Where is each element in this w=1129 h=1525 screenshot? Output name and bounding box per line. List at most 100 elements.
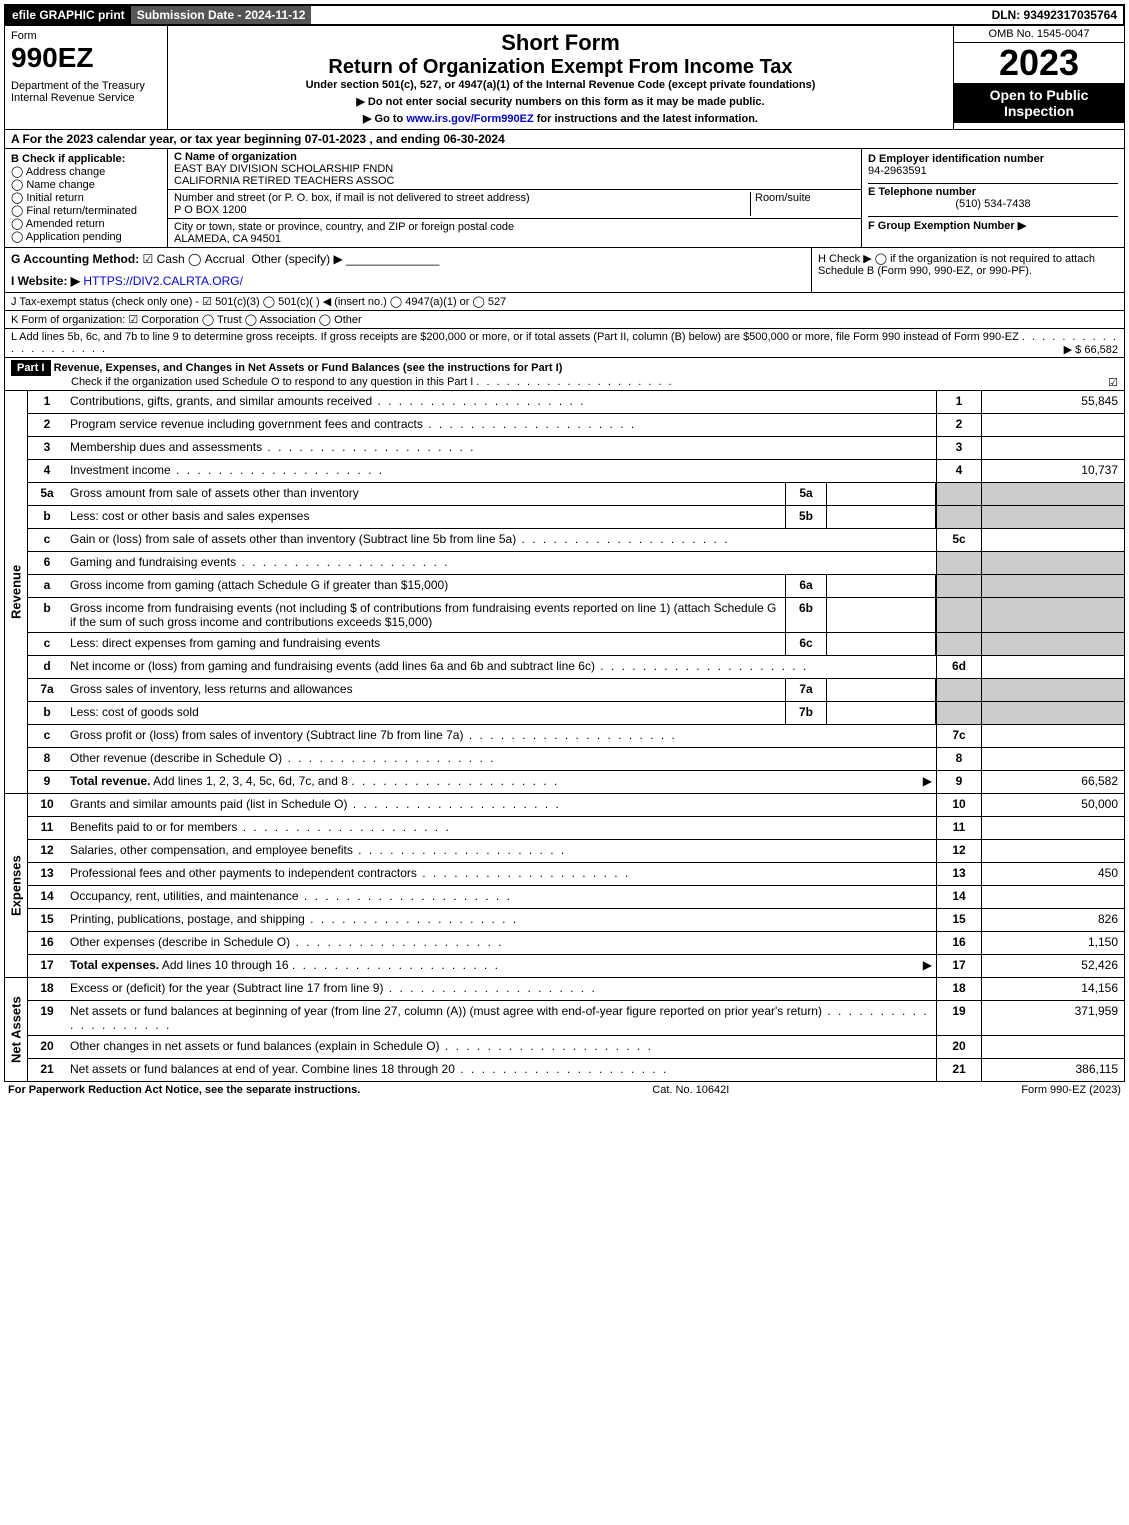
table-row: 9Total revenue. Add lines 1, 2, 3, 4, 5c… <box>28 771 1124 793</box>
line-ref: 13 <box>936 863 981 885</box>
line-value: 371,959 <box>981 1001 1124 1035</box>
l-amount: ▶ $ 66,582 <box>1064 343 1118 356</box>
instr2-pre: ▶ Go to <box>363 113 406 125</box>
table-row: 21Net assets or fund balances at end of … <box>28 1059 1124 1081</box>
b-option: ◯ Amended return <box>11 217 161 230</box>
line-number: 19 <box>28 1001 66 1035</box>
line-description: Less: direct expenses from gaming and fu… <box>66 633 785 655</box>
omb-number: OMB No. 1545-0047 <box>954 26 1124 43</box>
line-value: 66,582 <box>981 771 1124 793</box>
line-description: Total revenue. Add lines 1, 2, 3, 4, 5c,… <box>66 771 936 793</box>
cash-check: ☑ <box>143 252 157 266</box>
footer-mid: Cat. No. 10642I <box>652 1084 729 1096</box>
submission-date: Submission Date - 2024-11-12 <box>131 6 312 24</box>
gh-row: G Accounting Method: ☑ Cash ◯ Accrual Ot… <box>4 248 1125 293</box>
line-number: 4 <box>28 460 66 482</box>
street-value: P O BOX 1200 <box>174 204 750 216</box>
line-description: Net assets or fund balances at end of ye… <box>66 1059 936 1081</box>
line-number: c <box>28 633 66 655</box>
table-row: 16Other expenses (describe in Schedule O… <box>28 932 1124 955</box>
line-number: 5a <box>28 483 66 505</box>
line-description: Professional fees and other payments to … <box>66 863 936 885</box>
table-row: cGain or (loss) from sale of assets othe… <box>28 529 1124 552</box>
accrual-check: ◯ <box>188 252 205 266</box>
part1-check-text: Check if the organization used Schedule … <box>71 376 473 388</box>
line-description: Investment income <box>66 460 936 482</box>
part1-checkmark: ☑ <box>1108 376 1118 389</box>
line-number: b <box>28 702 66 724</box>
line-description: Benefits paid to or for members <box>66 817 936 839</box>
b-option: ◯ Application pending <box>11 230 161 243</box>
table-row: dNet income or (loss) from gaming and fu… <box>28 656 1124 679</box>
line-description: Gross income from fundraising events (no… <box>66 598 785 632</box>
table-row: 17Total expenses. Add lines 10 through 1… <box>28 955 1124 977</box>
form-header: Form 990EZ Department of the Treasury In… <box>4 26 1125 130</box>
org-name-2: CALIFORNIA RETIRED TEACHERS ASSOC <box>174 175 855 187</box>
cash-label: Cash <box>157 252 185 266</box>
sub-line-value <box>827 575 936 597</box>
phone-value: (510) 534-7438 <box>868 198 1118 210</box>
line-value <box>981 840 1124 862</box>
line-ref: 6d <box>936 656 981 678</box>
table-row: 18Excess or (deficit) for the year (Subt… <box>28 978 1124 1001</box>
row-l: L Add lines 5b, 6c, and 7b to line 9 to … <box>4 329 1125 358</box>
form-label: Form <box>11 30 161 42</box>
sub-line-value <box>827 633 936 655</box>
line-ref-shaded <box>936 633 981 655</box>
line-description: Gross amount from sale of assets other t… <box>66 483 785 505</box>
line-ref: 14 <box>936 886 981 908</box>
sub-line-label: 5b <box>785 506 827 528</box>
netassets-side-label: Net Assets <box>5 978 28 1081</box>
row-a: A For the 2023 calendar year, or tax yea… <box>4 130 1125 149</box>
sub-line-value <box>827 702 936 724</box>
instr2-post: for instructions and the latest informat… <box>534 113 758 125</box>
table-row: aGross income from gaming (attach Schedu… <box>28 575 1124 598</box>
line-value-shaded <box>981 506 1124 528</box>
line-ref: 3 <box>936 437 981 459</box>
h-text: H Check ▶ ◯ if the organization is not r… <box>811 248 1124 292</box>
col-c: C Name of organization EAST BAY DIVISION… <box>168 149 862 247</box>
line-number: 6 <box>28 552 66 574</box>
sub-line-value <box>827 598 936 632</box>
line-ref: 5c <box>936 529 981 551</box>
line-value-shaded <box>981 633 1124 655</box>
line-number: 21 <box>28 1059 66 1081</box>
sub-line-label: 6b <box>785 598 827 632</box>
line-description: Gross profit or (loss) from sales of inv… <box>66 725 936 747</box>
sub-line-label: 6a <box>785 575 827 597</box>
line-number: c <box>28 529 66 551</box>
table-row: 14Occupancy, rent, utilities, and mainte… <box>28 886 1124 909</box>
table-row: 1Contributions, gifts, grants, and simil… <box>28 391 1124 414</box>
line-value <box>981 725 1124 747</box>
line-description: Other revenue (describe in Schedule O) <box>66 748 936 770</box>
line-ref: 16 <box>936 932 981 954</box>
table-row: 10Grants and similar amounts paid (list … <box>28 794 1124 817</box>
footer-left: For Paperwork Reduction Act Notice, see … <box>8 1084 360 1096</box>
line-ref: 15 <box>936 909 981 931</box>
line-ref: 4 <box>936 460 981 482</box>
irs-link[interactable]: www.irs.gov/Form990EZ <box>406 113 533 125</box>
table-row: 15Printing, publications, postage, and s… <box>28 909 1124 932</box>
line-description: Gaming and fundraising events <box>66 552 936 574</box>
line-number: 17 <box>28 955 66 977</box>
line-description: Gross sales of inventory, less returns a… <box>66 679 785 701</box>
table-row: 5aGross amount from sale of assets other… <box>28 483 1124 506</box>
city-value: ALAMEDA, CA 94501 <box>174 233 855 245</box>
table-row: cGross profit or (loss) from sales of in… <box>28 725 1124 748</box>
line-value: 826 <box>981 909 1124 931</box>
line-description: Net assets or fund balances at beginning… <box>66 1001 936 1035</box>
line-ref-shaded <box>936 506 981 528</box>
line-value-shaded <box>981 679 1124 701</box>
line-number: c <box>28 725 66 747</box>
line-description: Excess or (deficit) for the year (Subtra… <box>66 978 936 1000</box>
line-ref-shaded <box>936 679 981 701</box>
efile-label: efile GRAPHIC print <box>6 6 131 24</box>
info-block: B Check if applicable: ◯ Address change◯… <box>4 149 1125 248</box>
row-j: J Tax-exempt status (check only one) - ☑… <box>4 293 1125 311</box>
d-label: D Employer identification number <box>868 153 1118 165</box>
expenses-table: Expenses 10Grants and similar amounts pa… <box>4 794 1125 978</box>
b-option: ◯ Initial return <box>11 191 161 204</box>
website-link[interactable]: HTTPS://DIV2.CALRTA.ORG/ <box>83 274 243 288</box>
city-label: City or town, state or province, country… <box>174 221 855 233</box>
line-description: Less: cost or other basis and sales expe… <box>66 506 785 528</box>
